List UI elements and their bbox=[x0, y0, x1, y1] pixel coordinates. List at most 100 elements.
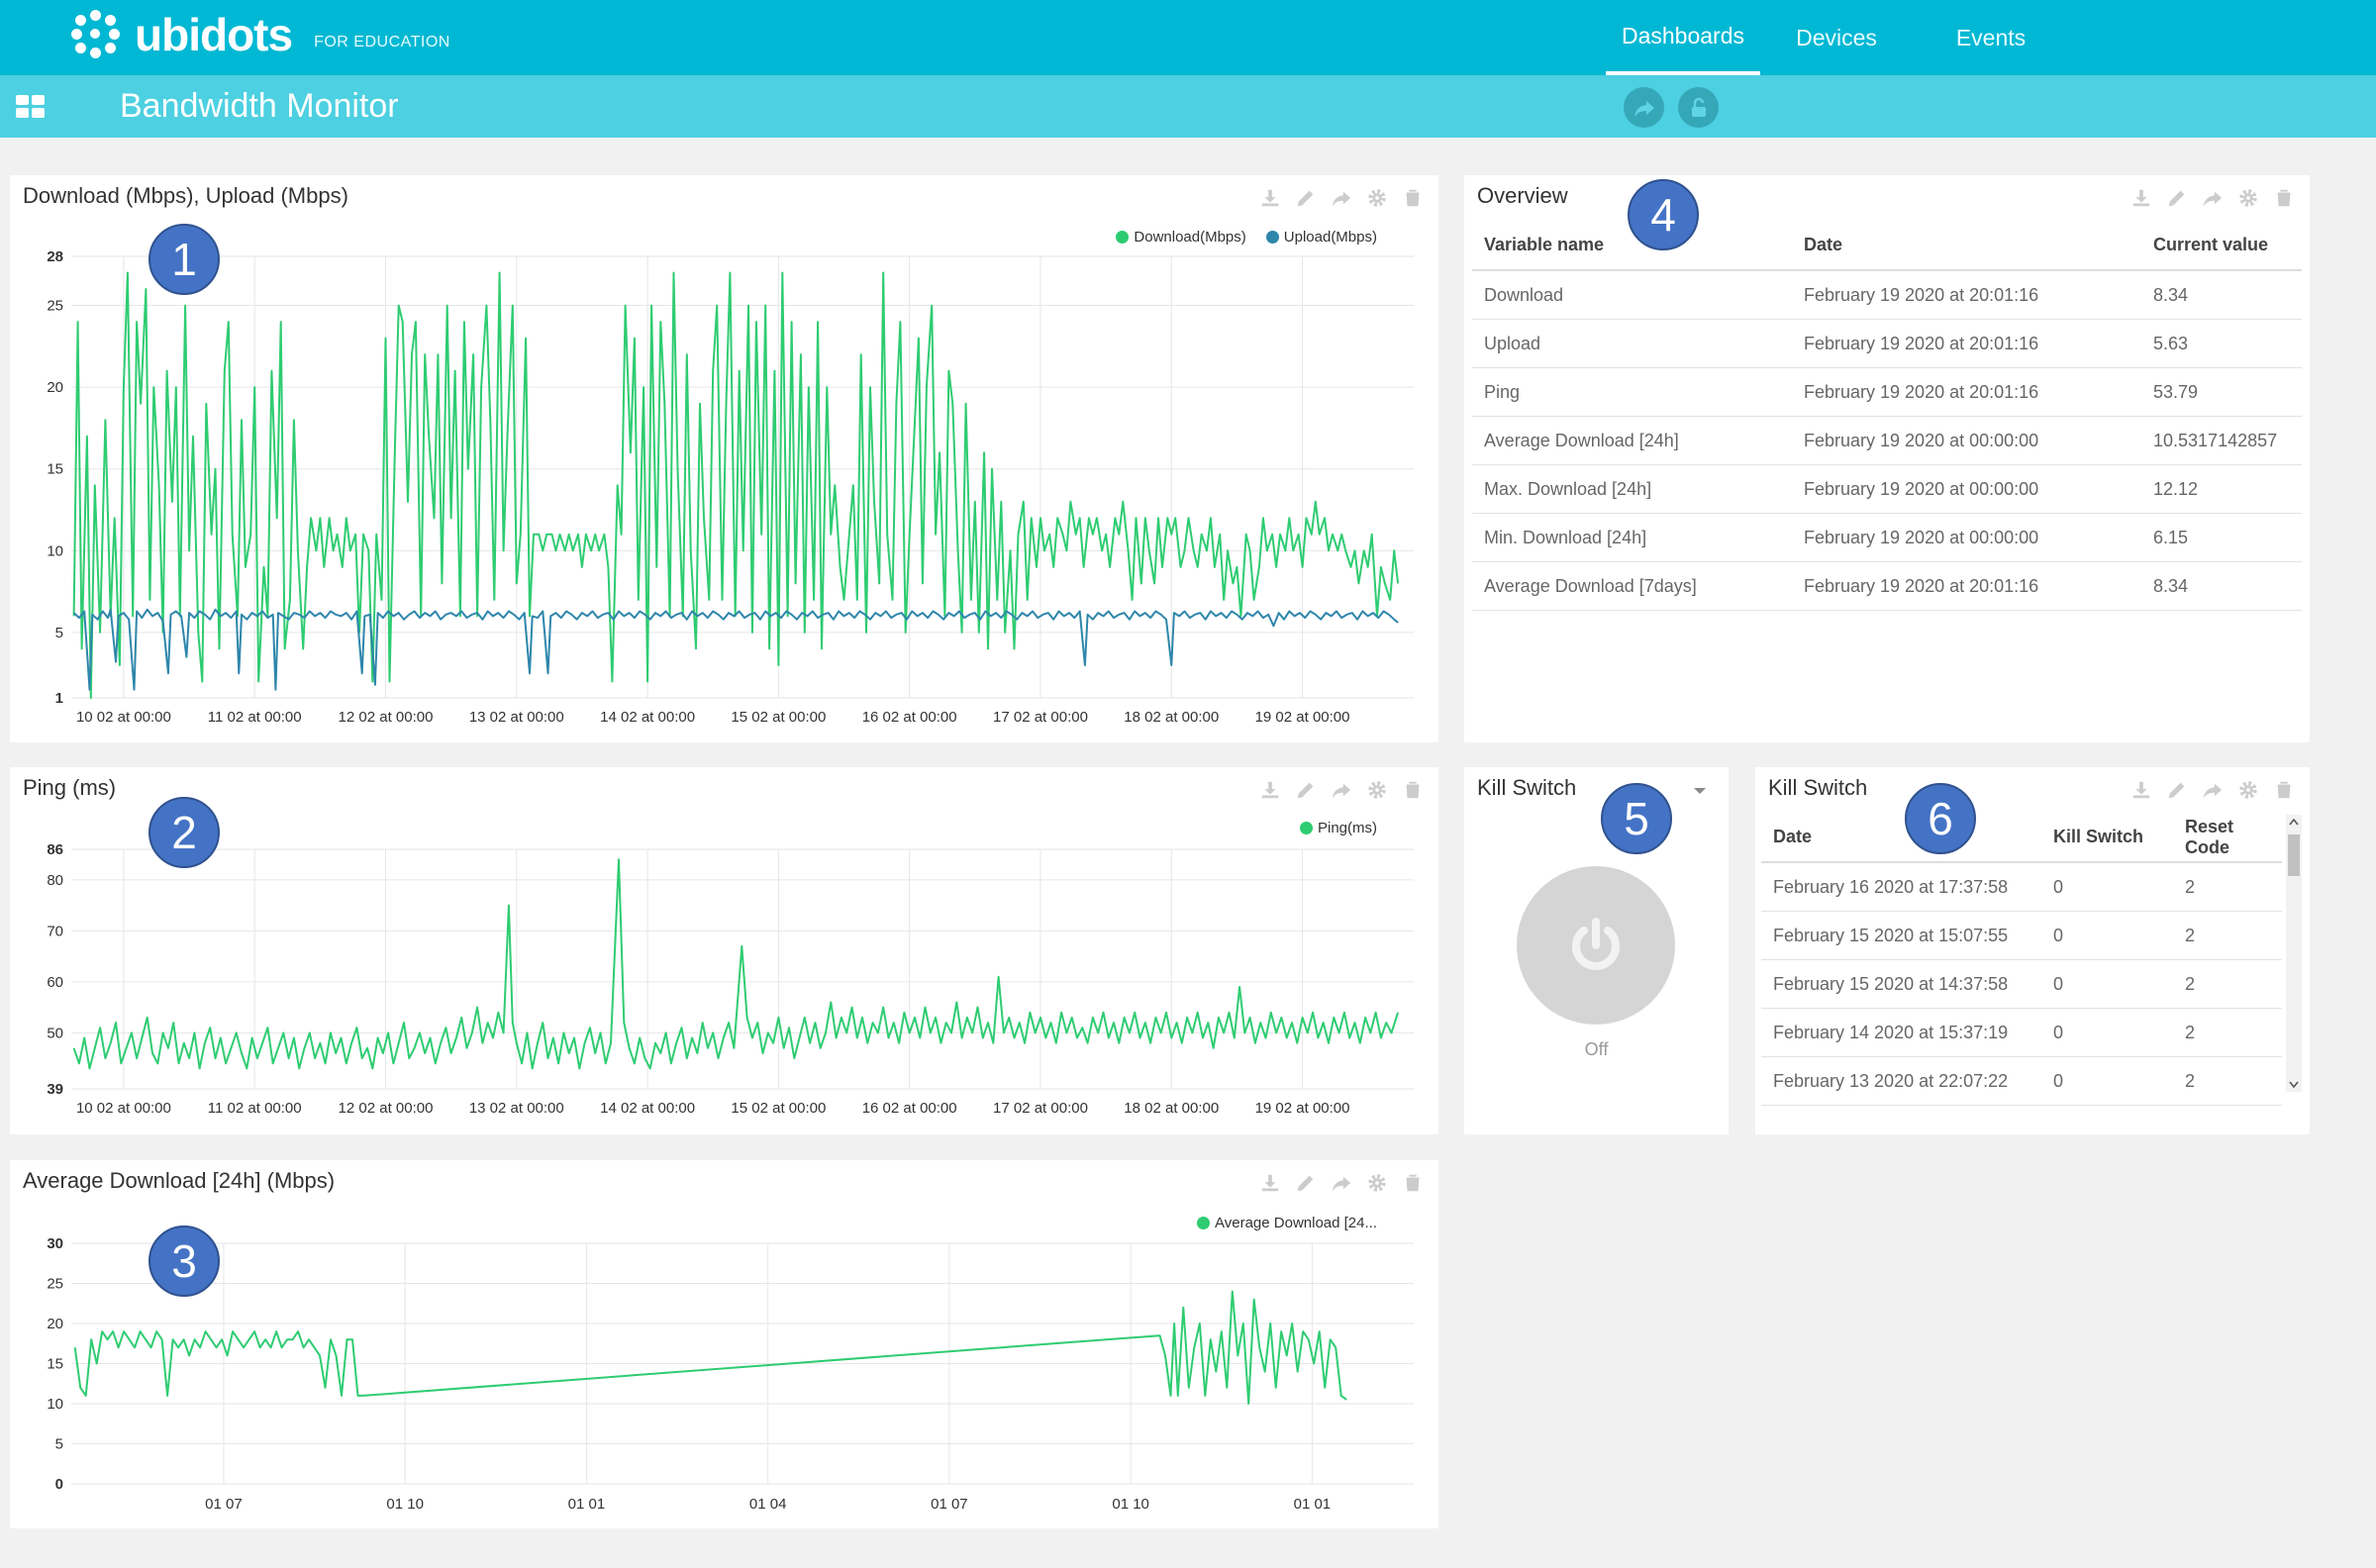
nav-dashboards[interactable]: Dashboards bbox=[1606, 0, 1760, 75]
download-data-button[interactable] bbox=[2128, 185, 2153, 210]
legend-label: Upload(Mbps) bbox=[1283, 229, 1377, 245]
x-tick-label: 15 02 at 00:00 bbox=[731, 1100, 826, 1117]
edit-widget-button[interactable] bbox=[2164, 185, 2189, 210]
column-header[interactable]: Current value bbox=[2141, 221, 2302, 271]
column-header[interactable]: Date bbox=[1761, 813, 2041, 863]
share-widget-button[interactable] bbox=[1329, 185, 1353, 210]
y-tick-label: 50 bbox=[47, 1025, 63, 1041]
column-header[interactable]: Reset Code bbox=[2173, 813, 2282, 863]
row-date: February 14 2020 at 15:37:19 bbox=[1761, 1008, 2041, 1057]
pencil-icon bbox=[1297, 190, 1313, 206]
overview-table: Variable name Date Current value Downloa… bbox=[1472, 221, 2302, 611]
ping-chart[interactable]: 39 50 60 70 80 86 10 02 at 00:00 11 02 at 00:00… bbox=[10, 767, 1438, 1134]
edit-widget-button[interactable] bbox=[1293, 1170, 1318, 1195]
dashboard-menu-icon[interactable] bbox=[16, 95, 46, 119]
table-scrollbar[interactable] bbox=[2286, 815, 2302, 1092]
reset-code-value: 2 bbox=[2173, 911, 2282, 960]
average-download-chart[interactable]: 0 5 10 15 20 25 30 01 07 01 10 01 01 01 04 01 07 01 … bbox=[10, 1160, 1438, 1528]
download-icon bbox=[1261, 1174, 1278, 1191]
edit-widget-button[interactable] bbox=[2164, 777, 2189, 802]
kill-switch-table-widget: Kill Switch Date Kill Switch Reset Code … bbox=[1755, 767, 2310, 1134]
widget-settings-button[interactable] bbox=[2235, 185, 2260, 210]
scrollbar-thumb[interactable] bbox=[2288, 834, 2300, 876]
widget-title: Kill Switch bbox=[1477, 775, 1577, 800]
delete-widget-button[interactable] bbox=[1400, 1170, 1425, 1195]
ubidots-logo[interactable]: ubidots FOR EDUCATION bbox=[71, 8, 450, 61]
table-row: February 13 2020 at 22:07:22 0 2 bbox=[1761, 1056, 2282, 1106]
x-tick-label: 10 02 at 00:00 bbox=[76, 1100, 171, 1117]
share-widget-button[interactable] bbox=[2200, 777, 2225, 802]
chart-legend: Download(Mbps) Upload(Mbps) bbox=[1116, 229, 1377, 245]
kill-switch-toggle[interactable] bbox=[1517, 866, 1675, 1025]
delete-widget-button[interactable] bbox=[2271, 777, 2296, 802]
y-tick-label: 15 bbox=[47, 461, 63, 478]
download-data-button[interactable] bbox=[1257, 1170, 1282, 1195]
chevron-down-icon[interactable] bbox=[1693, 786, 1707, 796]
legend-item-download[interactable]: Download(Mbps) bbox=[1116, 229, 1246, 245]
reset-code-value: 2 bbox=[2173, 959, 2282, 1009]
download-upload-widget: Download (Mbps), Upload (Mbps) Download(… bbox=[10, 175, 1438, 742]
table-row: February 15 2020 at 14:37:58 0 2 bbox=[1761, 959, 2282, 1009]
download-data-button[interactable] bbox=[1257, 777, 1282, 802]
share-widget-button[interactable] bbox=[1329, 777, 1353, 802]
legend-item-average[interactable]: Average Download [24... bbox=[1197, 1215, 1377, 1231]
widget-toolbar bbox=[2128, 777, 2296, 802]
widget-settings-button[interactable] bbox=[2235, 777, 2260, 802]
y-tick-label: 15 bbox=[47, 1356, 63, 1373]
y-tick-label: 30 bbox=[47, 1235, 63, 1252]
annotation-marker: 4 bbox=[1628, 179, 1699, 250]
x-tick-label: 12 02 at 00:00 bbox=[339, 1100, 434, 1117]
y-tick-label: 0 bbox=[55, 1476, 63, 1493]
y-tick-label: 1 bbox=[55, 690, 63, 707]
column-header[interactable]: Kill Switch bbox=[2041, 813, 2173, 863]
delete-widget-button[interactable] bbox=[1400, 185, 1425, 210]
x-tick-label: 13 02 at 00:00 bbox=[469, 1100, 564, 1117]
trash-icon bbox=[2277, 189, 2290, 206]
download-data-button[interactable] bbox=[1257, 185, 1282, 210]
legend-dot bbox=[1197, 1217, 1210, 1229]
widget-title: Kill Switch bbox=[1768, 775, 1868, 800]
widget-settings-button[interactable] bbox=[1364, 185, 1389, 210]
download-data-button[interactable] bbox=[2128, 777, 2153, 802]
download-icon bbox=[2132, 189, 2149, 206]
edit-widget-button[interactable] bbox=[1293, 777, 1318, 802]
average-download-widget: Average Download [24h] (Mbps) Average Do… bbox=[10, 1160, 1438, 1528]
delete-widget-button[interactable] bbox=[2271, 185, 2296, 210]
widget-settings-button[interactable] bbox=[1364, 1170, 1389, 1195]
legend-item-upload[interactable]: Upload(Mbps) bbox=[1265, 229, 1377, 245]
legend-item-ping[interactable]: Ping(ms) bbox=[1299, 820, 1377, 836]
widget-settings-button[interactable] bbox=[1364, 777, 1389, 802]
edit-widget-button[interactable] bbox=[1293, 185, 1318, 210]
share-dashboard-button[interactable] bbox=[1624, 87, 1664, 128]
share-widget-button[interactable] bbox=[2200, 185, 2225, 210]
lock-dashboard-button[interactable] bbox=[1678, 87, 1719, 128]
table-header-row: Date Kill Switch Reset Code bbox=[1761, 813, 2282, 863]
x-tick-label: 11 02 at 00:00 bbox=[208, 1100, 302, 1117]
variable-name: Download bbox=[1472, 270, 1792, 320]
x-tick-label: 19 02 at 00:00 bbox=[1255, 709, 1350, 726]
y-tick-label: 80 bbox=[47, 872, 63, 889]
chart-legend: Average Download [24... bbox=[1197, 1215, 1377, 1231]
pencil-icon bbox=[1297, 1175, 1313, 1191]
x-tick-label: 16 02 at 00:00 bbox=[862, 1100, 957, 1117]
delete-widget-button[interactable] bbox=[1400, 777, 1425, 802]
table-row: Download February 19 2020 at 20:01:16 8.34 bbox=[1472, 270, 2302, 320]
column-header[interactable]: Date bbox=[1792, 221, 2141, 271]
scroll-down-icon[interactable] bbox=[2286, 1076, 2302, 1092]
nav-events[interactable]: Events bbox=[1955, 24, 2027, 50]
trash-icon bbox=[1406, 1174, 1419, 1191]
x-tick-label: 01 07 bbox=[931, 1496, 968, 1513]
widget-title: Average Download [24h] (Mbps) bbox=[23, 1168, 336, 1193]
row-date: February 15 2020 at 14:37:58 bbox=[1761, 959, 2041, 1009]
share-widget-button[interactable] bbox=[1329, 1170, 1353, 1195]
pencil-icon bbox=[1297, 782, 1313, 798]
switch-state-label: Off bbox=[1584, 1039, 1609, 1059]
scroll-up-icon[interactable] bbox=[2286, 815, 2302, 831]
gear-icon bbox=[2238, 780, 2257, 799]
dashboard-header: Bandwidth Monitor bbox=[0, 75, 2376, 138]
variable-name: Upload bbox=[1472, 319, 1792, 368]
x-tick-label: 14 02 at 00:00 bbox=[600, 1100, 695, 1117]
nav-devices[interactable]: Devices bbox=[1796, 24, 1877, 50]
row-date: February 19 2020 at 20:01:16 bbox=[1792, 319, 2141, 368]
